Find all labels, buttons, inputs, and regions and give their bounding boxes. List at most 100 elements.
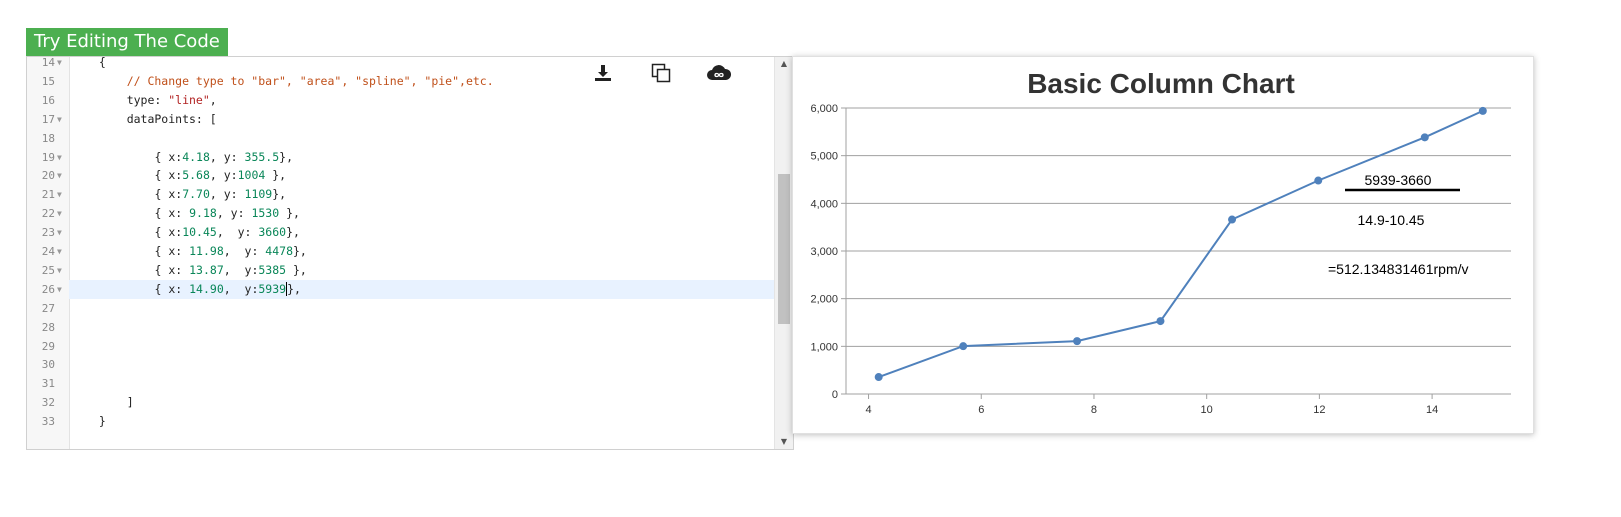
line-number: 27	[41, 301, 55, 315]
code-token: 4.18	[182, 149, 210, 164]
scrollbar-thumb[interactable]	[778, 174, 790, 324]
line-number: 14	[41, 56, 55, 69]
code-line[interactable]: 19 ▼ { x:4.18, y: 355.5},	[42, 148, 775, 168]
code-line[interactable]: 31	[42, 374, 775, 394]
line-number: 25	[41, 263, 55, 277]
code-token: "line"	[168, 92, 210, 107]
fold-arrow-icon[interactable]: ▼	[57, 265, 62, 275]
scroll-up-arrow-icon[interactable]: ▲	[780, 59, 788, 68]
code-token: 5385	[258, 262, 287, 277]
fold-arrow-icon[interactable]: ▼	[57, 114, 62, 124]
code-line[interactable]: 32]	[42, 393, 775, 413]
y-tick-label: 3,000	[810, 246, 838, 258]
code-line[interactable]: 16 type: "line",	[42, 91, 775, 111]
code-editor[interactable]: 14 ▼{15// Change type to "bar", "area", "…	[26, 56, 794, 450]
line-number: 23	[41, 226, 55, 240]
code-token: ]	[126, 395, 134, 410]
y-tick-label: 0	[832, 389, 838, 401]
code-token: 1530	[251, 206, 280, 221]
download-icon[interactable]	[589, 61, 617, 85]
code-token: 13.87	[189, 262, 224, 277]
x-tick-label: 12	[1313, 404, 1325, 416]
fold-arrow-icon[interactable]: ▼	[57, 190, 62, 200]
code-line[interactable]: 17 ▼ dataPoints: [	[42, 110, 775, 130]
code-line[interactable]: 18	[42, 129, 775, 149]
code-token: },	[286, 262, 307, 277]
fold-arrow-icon[interactable]: ▼	[57, 228, 62, 238]
code-token: {	[98, 56, 106, 69]
code-line[interactable]: 29	[42, 337, 775, 357]
line-number: 32	[41, 396, 55, 410]
x-tick-label: 4	[865, 404, 871, 416]
code-token: , y:	[223, 244, 266, 258]
code-text: type: "line",	[127, 91, 217, 111]
code-token: 10.45	[182, 225, 217, 240]
fold-arrow-icon[interactable]: ▼	[57, 209, 62, 219]
code-text: ]	[127, 393, 134, 413]
data-point	[1478, 106, 1487, 115]
code-token: },	[272, 187, 287, 202]
code-token: { x:	[154, 262, 190, 277]
code-line[interactable]: 20 ▼ { x:5.68, y:1004 },	[42, 166, 775, 186]
y-tick-label: 4,000	[810, 198, 838, 210]
code-line[interactable]: 23 ▼ { x:10.45, y: 3660},	[42, 223, 775, 243]
code-line[interactable]: 15 // Change type to "bar", "area", "spli…	[42, 72, 775, 92]
line-number: 19	[41, 150, 55, 164]
y-tick-label: 5,000	[810, 151, 838, 163]
y-tick-label: 6,000	[810, 103, 838, 115]
chart-container: Basic Column Chart 0 1,000 2,000 3,000 4,000…	[792, 56, 1534, 434]
code-text: { x:4.18, y: 355.5},	[155, 148, 294, 168]
code-area[interactable]: 14 ▼{15// Change type to "bar", "area", "…	[42, 56, 775, 449]
data-point	[1156, 317, 1165, 326]
code-text: { x:10.45, y: 3660},	[155, 223, 300, 243]
line-number: 16	[41, 93, 55, 107]
code-token: , y:	[209, 168, 238, 183]
code-line[interactable]: 30	[42, 355, 775, 375]
scroll-down-arrow-icon[interactable]: ▼	[780, 437, 788, 446]
line-number: 31	[41, 377, 55, 391]
code-token: , y:	[216, 225, 259, 240]
copy-icon[interactable]	[647, 61, 675, 85]
code-text: { x: 14.90, y:5939},	[155, 280, 301, 300]
line-number: 21	[41, 188, 55, 202]
data-point	[1314, 176, 1323, 185]
fold-arrow-icon[interactable]: ▼	[57, 152, 62, 162]
code-token: 1004	[237, 168, 266, 183]
code-text: // Change type to "bar", "area", "spline…	[127, 72, 494, 92]
fold-arrow-icon[interactable]: ▼	[57, 171, 62, 181]
code-text: { x: 13.87, y:5385 },	[155, 261, 307, 281]
fold-arrow-icon[interactable]: ▼	[57, 284, 62, 294]
code-line[interactable]: 28	[42, 318, 775, 338]
code-line[interactable]: 27	[42, 299, 775, 319]
code-line[interactable]: 21 ▼ { x:7.70, y: 1109},	[42, 185, 775, 205]
line-number: 20	[41, 169, 55, 183]
line-number: 28	[41, 320, 55, 334]
code-line[interactable]: 24 ▼ { x: 11.98, y: 4478},	[42, 242, 775, 262]
code-token: , y:	[216, 206, 252, 221]
code-token: },	[265, 168, 287, 183]
code-token: type:	[126, 92, 169, 107]
y-tick-label: 2,000	[810, 294, 838, 306]
fold-arrow-icon[interactable]: ▼	[57, 247, 62, 256]
code-token: 5939	[258, 281, 287, 296]
code-line[interactable]: 22 ▼ { x: 9.18, y: 1530 },	[42, 204, 775, 224]
code-text: { x:7.70, y: 1109},	[155, 185, 287, 205]
code-line[interactable]: 14 ▼ {	[42, 56, 775, 73]
cloud-infinity-icon[interactable]	[705, 61, 733, 85]
data-point	[1073, 337, 1082, 346]
code-token: { x:	[154, 168, 183, 183]
code-line[interactable]: 25 ▼ { x: 13.87, y:5385 },	[42, 261, 775, 281]
code-token: { x:	[154, 206, 190, 221]
code-line[interactable]: 33}	[42, 412, 775, 432]
line-number: 26	[41, 282, 55, 296]
code-token: { x:	[154, 244, 190, 258]
code-line[interactable]: 26 ▼ { x: 14.90, y:5939},	[42, 279, 775, 300]
code-token: , y:	[223, 281, 259, 296]
code-token: 355.5	[244, 149, 280, 164]
line-number: 33	[41, 415, 55, 429]
x-tick-label: 6	[978, 404, 984, 416]
annotation-numerator: 5939-3660	[1365, 172, 1432, 188]
code-token: }	[98, 414, 106, 429]
editor-scrollbar[interactable]: ▲ ▼	[774, 57, 793, 449]
fold-arrow-icon[interactable]: ▼	[57, 58, 62, 67]
